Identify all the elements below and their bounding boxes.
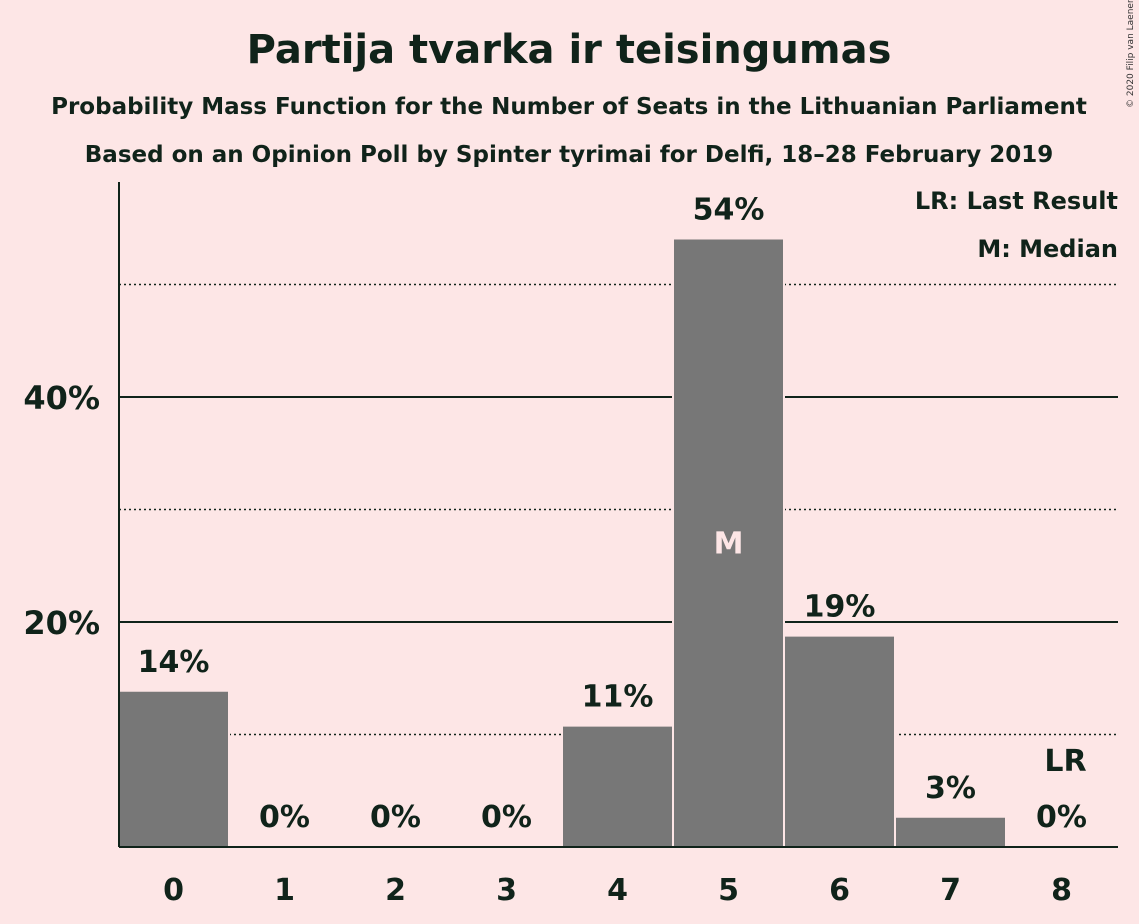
value-label-1: 0% [259, 800, 310, 835]
axes: 20% 40% 0 1 2 3 4 5 6 7 8 [23, 182, 1118, 908]
x-tick-label: 7 [940, 873, 961, 908]
x-tick-label: 3 [496, 873, 517, 908]
value-label-7: 3% [925, 771, 976, 806]
bar-6 [785, 636, 894, 847]
x-tick-label: 5 [718, 873, 739, 908]
bar-5 [674, 239, 783, 847]
x-tick-label: 2 [385, 873, 406, 908]
chart-subtitle: Probability Mass Function for the Number… [51, 94, 1087, 120]
bar-4 [563, 726, 672, 847]
median-marker: M [714, 526, 744, 561]
y-tick-label: 20% [23, 604, 100, 642]
bar-0 [119, 691, 228, 847]
value-label-2: 0% [370, 800, 421, 835]
x-tick-label: 4 [607, 873, 628, 908]
value-label-0: 14% [138, 645, 210, 680]
x-tick-label: 8 [1051, 873, 1072, 908]
x-tick-label: 6 [829, 873, 850, 908]
x-tick-label: 0 [163, 873, 184, 908]
chart-subtitle-poll: Based on an Opinion Poll by Spinter tyri… [85, 142, 1053, 168]
value-label-6: 19% [804, 590, 876, 625]
x-tick-label: 1 [274, 873, 295, 908]
copyright-notice: © 2020 Filip van Laenen [1126, 0, 1136, 108]
value-label-5: 54% [693, 193, 765, 228]
value-label-4: 11% [582, 680, 654, 715]
y-tick-label: 40% [23, 379, 100, 417]
value-label-3: 0% [481, 800, 532, 835]
bars [117, 239, 1007, 847]
bar-7 [896, 817, 1005, 847]
last-result-marker: LR [1044, 744, 1086, 779]
value-label-8: 0% [1036, 800, 1087, 835]
legend-last-result: LR: Last Result [915, 187, 1118, 215]
gridlines [119, 283, 1118, 736]
legend-median: M: Median [977, 235, 1118, 263]
data-labels: 14% 0% 0% 0% 11% 54% M 19% 3% 0% LR [138, 193, 1087, 836]
chart-title: Partija tvarka ir teisingumas [247, 27, 892, 73]
